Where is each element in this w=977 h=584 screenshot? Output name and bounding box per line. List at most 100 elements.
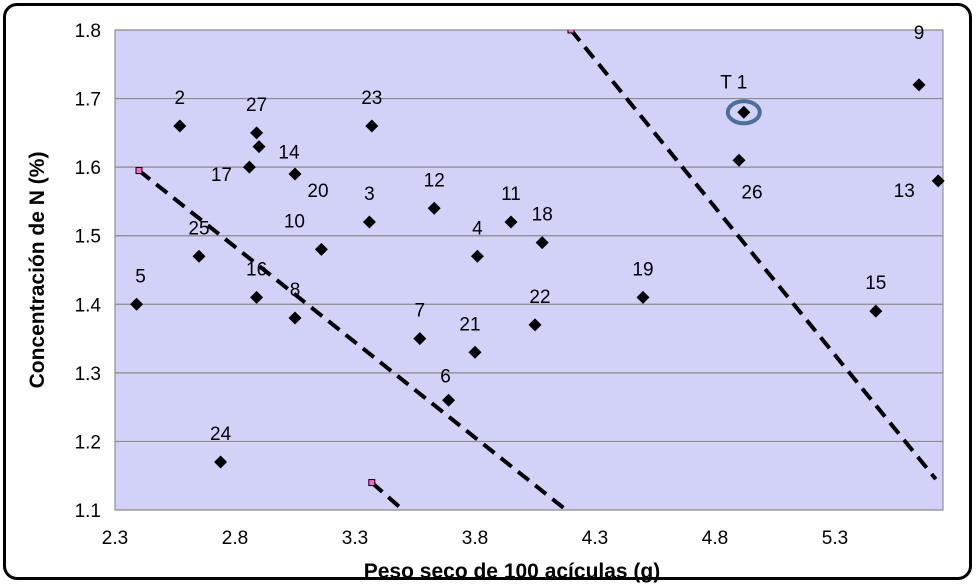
dashed-trend-line [569, 30, 938, 481]
data-point: 19 [632, 259, 654, 304]
point-label: 16 [246, 259, 267, 280]
point-label: 14 [278, 143, 300, 164]
data-point: 16 [246, 259, 267, 304]
diamond-marker [931, 174, 945, 188]
diamond-marker [504, 215, 518, 229]
data-point: 6 [440, 366, 456, 407]
y-tick-label: 1.2 [75, 432, 101, 453]
data-point: 26 [732, 153, 763, 203]
x-axis-ticks: 2.3 2.8 3.3 3.8 4.3 4.8 5.3 [102, 528, 848, 549]
x-tick-label: 2.3 [102, 528, 128, 549]
data-point: 21 [459, 314, 482, 359]
diamond-marker [413, 332, 427, 346]
y-tick-label: 1.6 [75, 158, 101, 179]
diamond-marker [869, 304, 883, 318]
y-axis-label: Concentración de N (%) [26, 152, 49, 389]
point-label: 11 [501, 184, 521, 205]
diamond-marker [912, 78, 926, 92]
point-label: 15 [865, 273, 886, 294]
x-tick-label: 4.3 [582, 528, 608, 549]
diamond-marker [252, 140, 266, 154]
diamond-marker [130, 297, 144, 311]
diamond-marker [442, 393, 456, 407]
point-label: 26 [741, 182, 762, 203]
data-point: 25 [188, 218, 210, 263]
point-label: 23 [361, 88, 382, 109]
point-label: 6 [440, 366, 451, 387]
diamond-marker [535, 236, 549, 250]
diamond-marker [250, 126, 264, 140]
point-label: 18 [532, 205, 553, 226]
data-point: 4 [470, 218, 484, 263]
diamond-marker [250, 290, 264, 304]
data-point: 20 [288, 167, 329, 202]
point-label: 12 [424, 170, 445, 191]
point-label: 21 [459, 314, 480, 335]
y-tick-label: 1.1 [75, 501, 101, 522]
data-point: T 1 [720, 72, 762, 126]
data-point: 9 [912, 23, 926, 92]
x-tick-label: 2.8 [222, 528, 248, 549]
x-tick-label: 5.3 [822, 528, 848, 549]
diamond-marker [468, 345, 482, 359]
data-points: T 12345678910111213141516171819202122232… [130, 23, 945, 469]
dashed-trend-line [137, 169, 568, 510]
diamond-marker [732, 153, 746, 167]
diamond-marker [362, 215, 376, 229]
diamond-marker [427, 201, 441, 215]
point-label: 7 [415, 301, 426, 322]
point-label: 8 [290, 280, 301, 301]
y-tick-label: 1.8 [75, 21, 101, 42]
point-label: T 1 [720, 72, 747, 93]
x-axis-label: Peso seco de 100 acículas (g) [364, 560, 660, 583]
y-tick-label: 1.5 [75, 227, 101, 248]
x-tick-label: 3.8 [462, 528, 488, 549]
data-point: 7 [413, 301, 427, 346]
data-point: 22 [528, 287, 551, 332]
y-tick-label: 1.7 [75, 90, 101, 111]
data-point: 3 [362, 184, 376, 229]
point-label: 10 [284, 211, 305, 232]
data-point: 8 [288, 280, 302, 325]
diamond-marker [470, 249, 484, 263]
point-label: 3 [364, 184, 375, 205]
data-point: 14 [252, 140, 300, 164]
y-axis-ticks: 1.1 1.2 1.3 1.4 1.5 1.6 1.7 1.8 [75, 21, 102, 522]
data-point: 23 [361, 88, 382, 133]
data-point: 5 [130, 266, 146, 311]
point-label: 22 [529, 287, 550, 308]
line-end-marker [567, 30, 575, 34]
point-label: 4 [472, 218, 483, 239]
data-point: 2 [173, 88, 187, 133]
diamond-marker [214, 455, 228, 469]
point-label: 27 [246, 95, 267, 116]
diamond-marker [314, 242, 328, 256]
diamond-marker [288, 311, 302, 325]
line-end-marker [135, 167, 143, 175]
data-point: 12 [424, 170, 445, 215]
dashed-trend-line [370, 481, 405, 510]
diamond-marker [173, 119, 187, 133]
point-label: 5 [135, 266, 146, 287]
point-label: 19 [632, 259, 653, 280]
data-point: 13 [894, 174, 945, 202]
y-tick-label: 1.4 [75, 295, 102, 316]
data-point: 27 [246, 95, 267, 140]
data-point: 11 [501, 184, 521, 229]
plot-area [114, 29, 944, 511]
data-point: 15 [865, 273, 886, 318]
point-label: 25 [188, 218, 209, 239]
line-end-marker [368, 479, 376, 487]
point-label: 17 [211, 165, 232, 186]
diamond-marker [288, 167, 302, 181]
point-label: 24 [210, 424, 232, 445]
highlight-ring [725, 99, 762, 126]
data-point: 10 [284, 211, 328, 256]
diamond-marker [365, 119, 379, 133]
point-label: 13 [894, 181, 915, 202]
x-tick-label: 3.3 [342, 528, 368, 549]
dashed-boundary-lines [135, 30, 938, 510]
data-point: 24 [210, 424, 232, 469]
point-label: 9 [914, 23, 925, 44]
